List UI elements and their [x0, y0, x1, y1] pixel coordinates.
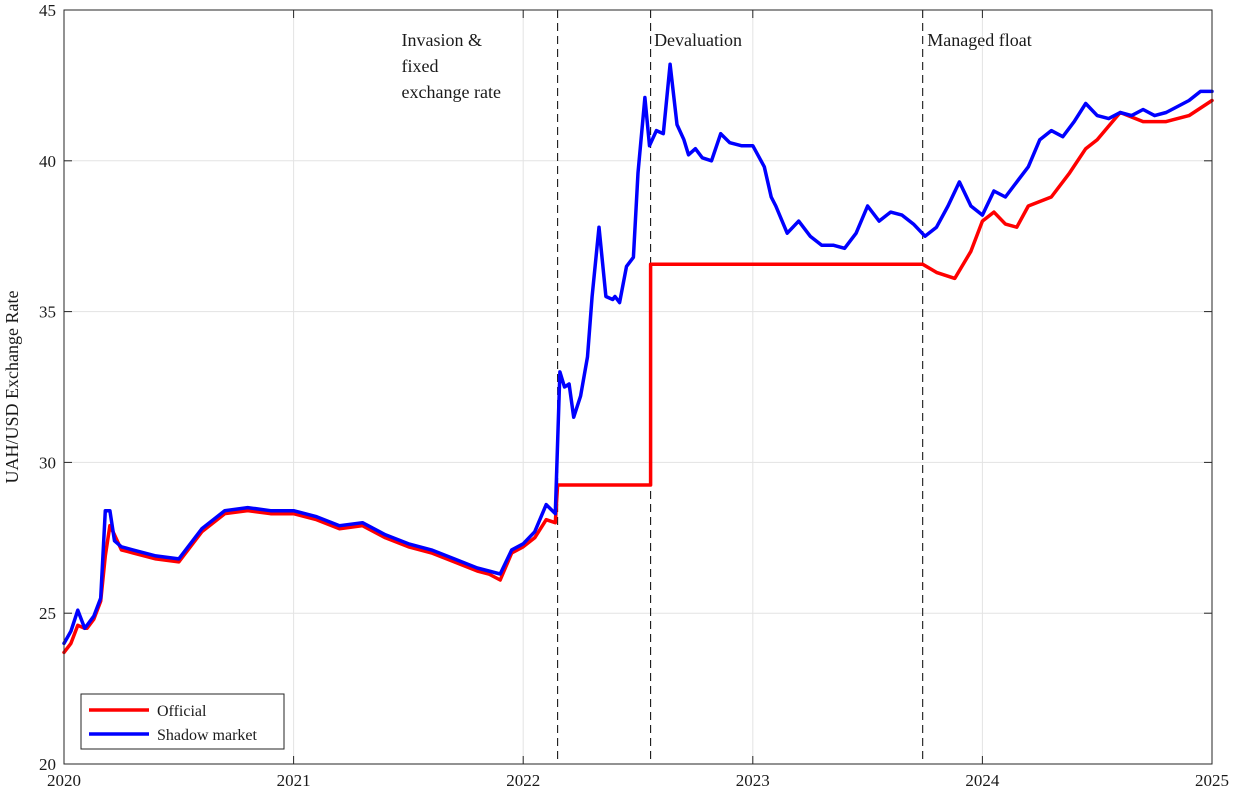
legend-label-official: Official: [157, 703, 207, 720]
y-tick-label: 25: [39, 604, 56, 623]
grid-lines: [64, 10, 1212, 764]
annotation-text: exchange rate: [402, 82, 501, 102]
x-tick-label: 2023: [736, 771, 770, 790]
y-axis-title: UAH/USD Exchange Rate: [2, 291, 22, 484]
y-tick-label: 35: [39, 303, 56, 322]
annotations: Invasion & fixed exchange rate Devaluation M…: [402, 30, 1032, 102]
x-tick-label: 2020: [47, 771, 81, 790]
legend: Official Shadow market: [80, 693, 285, 750]
x-tick-label: 2024: [965, 771, 1000, 790]
annotation-text: Devaluation: [654, 30, 742, 50]
legend-label-shadow-market: Shadow market: [157, 727, 258, 744]
series-line-shadow-market: [62, 62, 1214, 646]
annotation-text: fixed: [402, 56, 439, 76]
plot-area-frame: [63, 9, 1213, 765]
x-tick-label: 2021: [277, 771, 311, 790]
regime-change-lines: [557, 10, 924, 764]
series-lines: [62, 62, 1214, 655]
y-tick-label: 40: [39, 152, 56, 171]
x-tick-label: 2025: [1195, 771, 1229, 790]
annotation-text: Invasion &: [402, 30, 483, 50]
legend-box: [80, 693, 285, 750]
y-tick-label: 20: [39, 755, 56, 774]
x-tick-label: 2022: [506, 771, 540, 790]
annotation-text: Managed float: [927, 30, 1031, 50]
y-tick-label: 45: [39, 1, 56, 20]
y-tick-label: 30: [39, 453, 56, 472]
